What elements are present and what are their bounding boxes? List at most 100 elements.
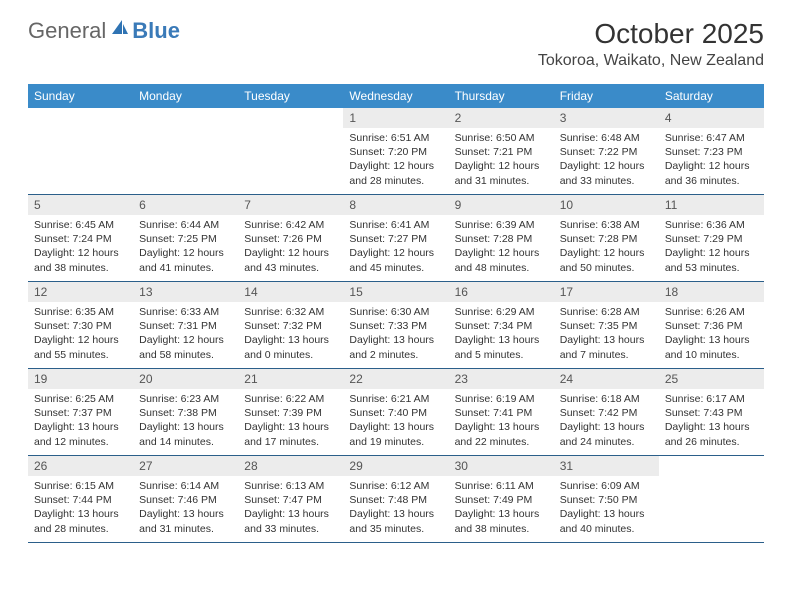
daylight-text: Daylight: 12 hours and 43 minutes. bbox=[244, 246, 337, 274]
day-info: Sunrise: 6:50 AMSunset: 7:21 PMDaylight:… bbox=[449, 128, 554, 194]
day-info: Sunrise: 6:09 AMSunset: 7:50 PMDaylight:… bbox=[554, 476, 659, 542]
day-cell: 12Sunrise: 6:35 AMSunset: 7:30 PMDayligh… bbox=[28, 282, 133, 368]
day-number: 25 bbox=[659, 369, 764, 389]
day-cell: 30Sunrise: 6:11 AMSunset: 7:49 PMDayligh… bbox=[449, 456, 554, 542]
daylight-text: Daylight: 12 hours and 36 minutes. bbox=[665, 159, 758, 187]
sunrise-text: Sunrise: 6:09 AM bbox=[560, 479, 653, 493]
daylight-text: Daylight: 13 hours and 14 minutes. bbox=[139, 420, 232, 448]
sunrise-text: Sunrise: 6:39 AM bbox=[455, 218, 548, 232]
sunset-text: Sunset: 7:46 PM bbox=[139, 493, 232, 507]
sunrise-text: Sunrise: 6:29 AM bbox=[455, 305, 548, 319]
day-info: Sunrise: 6:42 AMSunset: 7:26 PMDaylight:… bbox=[238, 215, 343, 281]
sunrise-text: Sunrise: 6:14 AM bbox=[139, 479, 232, 493]
week-row: 26Sunrise: 6:15 AMSunset: 7:44 PMDayligh… bbox=[28, 456, 764, 543]
daylight-text: Daylight: 12 hours and 41 minutes. bbox=[139, 246, 232, 274]
daylight-text: Daylight: 13 hours and 35 minutes. bbox=[349, 507, 442, 535]
day-info: Sunrise: 6:35 AMSunset: 7:30 PMDaylight:… bbox=[28, 302, 133, 368]
sunrise-text: Sunrise: 6:42 AM bbox=[244, 218, 337, 232]
week-row: 19Sunrise: 6:25 AMSunset: 7:37 PMDayligh… bbox=[28, 369, 764, 456]
sunrise-text: Sunrise: 6:23 AM bbox=[139, 392, 232, 406]
dow-wednesday: Wednesday bbox=[343, 84, 448, 108]
sunset-text: Sunset: 7:42 PM bbox=[560, 406, 653, 420]
day-info: Sunrise: 6:17 AMSunset: 7:43 PMDaylight:… bbox=[659, 389, 764, 455]
sunrise-text: Sunrise: 6:47 AM bbox=[665, 131, 758, 145]
sunrise-text: Sunrise: 6:35 AM bbox=[34, 305, 127, 319]
week-row: 12Sunrise: 6:35 AMSunset: 7:30 PMDayligh… bbox=[28, 282, 764, 369]
sunset-text: Sunset: 7:25 PM bbox=[139, 232, 232, 246]
day-cell: 20Sunrise: 6:23 AMSunset: 7:38 PMDayligh… bbox=[133, 369, 238, 455]
day-info: Sunrise: 6:25 AMSunset: 7:37 PMDaylight:… bbox=[28, 389, 133, 455]
day-number: 20 bbox=[133, 369, 238, 389]
day-info: Sunrise: 6:14 AMSunset: 7:46 PMDaylight:… bbox=[133, 476, 238, 542]
daylight-text: Daylight: 13 hours and 12 minutes. bbox=[34, 420, 127, 448]
sunset-text: Sunset: 7:44 PM bbox=[34, 493, 127, 507]
day-number: 30 bbox=[449, 456, 554, 476]
day-cell: 27Sunrise: 6:14 AMSunset: 7:46 PMDayligh… bbox=[133, 456, 238, 542]
day-cell: 18Sunrise: 6:26 AMSunset: 7:36 PMDayligh… bbox=[659, 282, 764, 368]
day-info: Sunrise: 6:13 AMSunset: 7:47 PMDaylight:… bbox=[238, 476, 343, 542]
sunrise-text: Sunrise: 6:13 AM bbox=[244, 479, 337, 493]
sunset-text: Sunset: 7:49 PM bbox=[455, 493, 548, 507]
sunset-text: Sunset: 7:41 PM bbox=[455, 406, 548, 420]
sunrise-text: Sunrise: 6:28 AM bbox=[560, 305, 653, 319]
dow-friday: Friday bbox=[554, 84, 659, 108]
day-cell bbox=[659, 456, 764, 542]
day-cell: 9 Sunrise: 6:39 AMSunset: 7:28 PMDaylight… bbox=[449, 195, 554, 281]
day-info: Sunrise: 6:32 AMSunset: 7:32 PMDaylight:… bbox=[238, 302, 343, 368]
day-number: 3 bbox=[554, 108, 659, 128]
sunset-text: Sunset: 7:28 PM bbox=[455, 232, 548, 246]
day-number: 12 bbox=[28, 282, 133, 302]
day-info: Sunrise: 6:38 AMSunset: 7:28 PMDaylight:… bbox=[554, 215, 659, 281]
daylight-text: Daylight: 12 hours and 53 minutes. bbox=[665, 246, 758, 274]
sunset-text: Sunset: 7:23 PM bbox=[665, 145, 758, 159]
logo-text-blue: Blue bbox=[132, 18, 180, 44]
sunset-text: Sunset: 7:24 PM bbox=[34, 232, 127, 246]
day-cell: 7Sunrise: 6:42 AMSunset: 7:26 PMDaylight… bbox=[238, 195, 343, 281]
daylight-text: Daylight: 13 hours and 40 minutes. bbox=[560, 507, 653, 535]
daylight-text: Daylight: 13 hours and 26 minutes. bbox=[665, 420, 758, 448]
sunset-text: Sunset: 7:40 PM bbox=[349, 406, 442, 420]
daylight-text: Daylight: 12 hours and 58 minutes. bbox=[139, 333, 232, 361]
daylight-text: Daylight: 13 hours and 31 minutes. bbox=[139, 507, 232, 535]
sunset-text: Sunset: 7:39 PM bbox=[244, 406, 337, 420]
sunrise-text: Sunrise: 6:32 AM bbox=[244, 305, 337, 319]
day-number: 8 bbox=[343, 195, 448, 215]
dow-monday: Monday bbox=[133, 84, 238, 108]
day-cell: 14Sunrise: 6:32 AMSunset: 7:32 PMDayligh… bbox=[238, 282, 343, 368]
daylight-text: Daylight: 12 hours and 48 minutes. bbox=[455, 246, 548, 274]
day-number: 14 bbox=[238, 282, 343, 302]
day-cell: 24Sunrise: 6:18 AMSunset: 7:42 PMDayligh… bbox=[554, 369, 659, 455]
daylight-text: Daylight: 12 hours and 55 minutes. bbox=[34, 333, 127, 361]
day-number: 11 bbox=[659, 195, 764, 215]
sunset-text: Sunset: 7:30 PM bbox=[34, 319, 127, 333]
sunrise-text: Sunrise: 6:17 AM bbox=[665, 392, 758, 406]
day-info: Sunrise: 6:19 AMSunset: 7:41 PMDaylight:… bbox=[449, 389, 554, 455]
location-label: Tokoroa, Waikato, New Zealand bbox=[538, 52, 764, 70]
logo-text-general: General bbox=[28, 18, 106, 44]
day-info: Sunrise: 6:47 AMSunset: 7:23 PMDaylight:… bbox=[659, 128, 764, 194]
sunset-text: Sunset: 7:21 PM bbox=[455, 145, 548, 159]
day-number: 9 bbox=[449, 195, 554, 215]
daylight-text: Daylight: 13 hours and 7 minutes. bbox=[560, 333, 653, 361]
day-info: Sunrise: 6:26 AMSunset: 7:36 PMDaylight:… bbox=[659, 302, 764, 368]
day-number: 10 bbox=[554, 195, 659, 215]
day-number: 23 bbox=[449, 369, 554, 389]
day-number: 16 bbox=[449, 282, 554, 302]
day-cell: 11Sunrise: 6:36 AMSunset: 7:29 PMDayligh… bbox=[659, 195, 764, 281]
day-number bbox=[133, 108, 238, 114]
day-info: Sunrise: 6:33 AMSunset: 7:31 PMDaylight:… bbox=[133, 302, 238, 368]
title-block: October 2025 Tokoroa, Waikato, New Zeala… bbox=[538, 18, 764, 70]
sunset-text: Sunset: 7:48 PM bbox=[349, 493, 442, 507]
daylight-text: Daylight: 13 hours and 33 minutes. bbox=[244, 507, 337, 535]
day-number: 2 bbox=[449, 108, 554, 128]
sunrise-text: Sunrise: 6:38 AM bbox=[560, 218, 653, 232]
weeks-container: 1Sunrise: 6:51 AMSunset: 7:20 PMDaylight… bbox=[28, 108, 764, 543]
sunrise-text: Sunrise: 6:44 AM bbox=[139, 218, 232, 232]
daylight-text: Daylight: 12 hours and 45 minutes. bbox=[349, 246, 442, 274]
dow-thursday: Thursday bbox=[449, 84, 554, 108]
sunrise-text: Sunrise: 6:22 AM bbox=[244, 392, 337, 406]
day-cell: 26Sunrise: 6:15 AMSunset: 7:44 PMDayligh… bbox=[28, 456, 133, 542]
day-cell: 1Sunrise: 6:51 AMSunset: 7:20 PMDaylight… bbox=[343, 108, 448, 194]
sunset-text: Sunset: 7:43 PM bbox=[665, 406, 758, 420]
sunrise-text: Sunrise: 6:45 AM bbox=[34, 218, 127, 232]
